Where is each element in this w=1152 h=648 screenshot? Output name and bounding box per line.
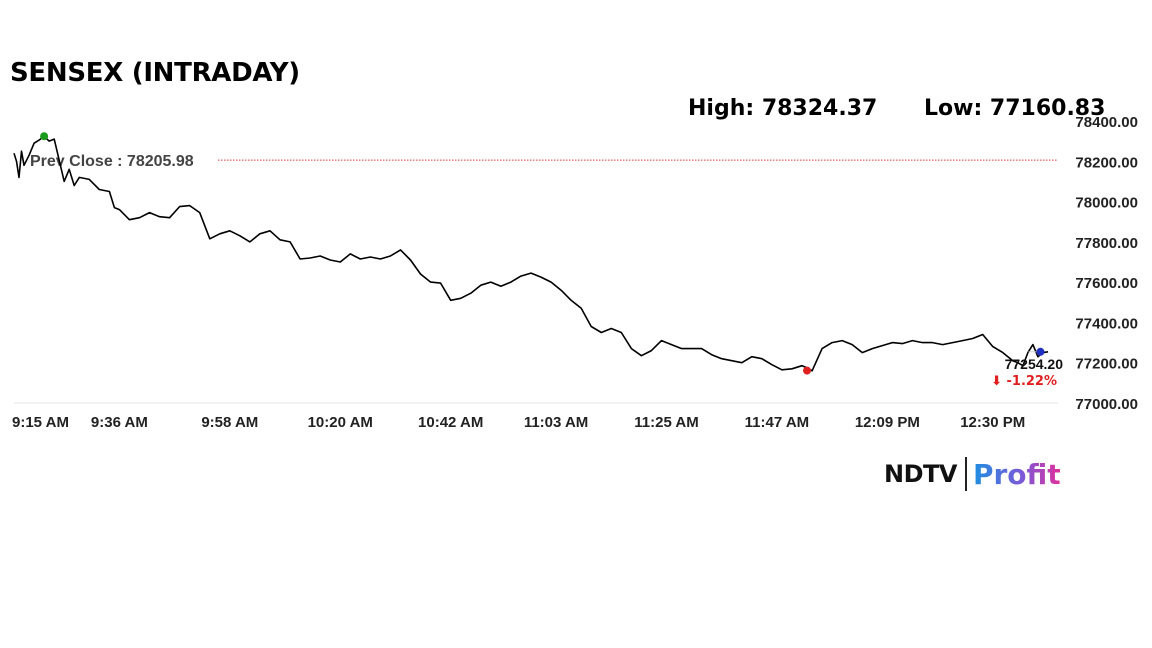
high-value: High: 78324.37	[688, 96, 878, 121]
x-tick-label: 12:09 PM	[855, 414, 920, 431]
x-tick-label: 11:47 AM	[745, 414, 809, 431]
low-marker	[803, 366, 812, 375]
x-tick-label: 12:30 PM	[960, 414, 1025, 431]
y-tick-label: 78000.00	[1075, 195, 1138, 212]
last-marker	[1036, 347, 1045, 356]
last-change-label: ⬇ -1.22%	[991, 374, 1057, 389]
plot-area: 78400.00 78200.00 78000.00 77800.00 77600.00…	[12, 114, 1138, 431]
price-line	[13, 135, 1049, 372]
y-tick-label: 77200.00	[1075, 356, 1138, 373]
prev-close-label-bg	[25, 148, 215, 171]
x-tick-label: 9:36 AM	[91, 414, 148, 431]
ndtv-profit-logo: NDTV Profit	[884, 454, 1061, 494]
y-tick-label: 77000.00	[1075, 396, 1138, 413]
y-tick-label: 77400.00	[1075, 315, 1138, 332]
prev-close-label: Prev Close : 78205.98	[30, 153, 194, 170]
y-tick-label: 78400.00	[1075, 114, 1138, 131]
y-tick-label: 77600.00	[1075, 275, 1138, 292]
y-tick-label: 78200.00	[1075, 154, 1138, 171]
high-low-stats: High: 78324.37 Low: 77160.83	[688, 96, 1105, 121]
x-tick-label: 9:15 AM	[12, 414, 69, 431]
high-marker	[40, 132, 49, 141]
y-tick-label: 77800.00	[1075, 235, 1138, 252]
x-tick-label: 11:25 AM	[634, 414, 698, 431]
x-tick-label: 11:03 AM	[524, 414, 588, 431]
x-tick-label: 10:42 AM	[418, 414, 483, 431]
logo-separator	[964, 457, 967, 491]
logo-profit-text: Profit	[972, 457, 1061, 491]
x-tick-label: 10:20 AM	[308, 414, 373, 431]
logo-ndtv-text: NDTV	[884, 460, 957, 488]
last-value-label: 77254.20	[1005, 356, 1064, 372]
x-tick-label: 9:58 AM	[201, 414, 258, 431]
chart-title: SENSEX (INTRADAY)	[10, 58, 300, 88]
low-value: Low: 77160.83	[924, 96, 1106, 121]
